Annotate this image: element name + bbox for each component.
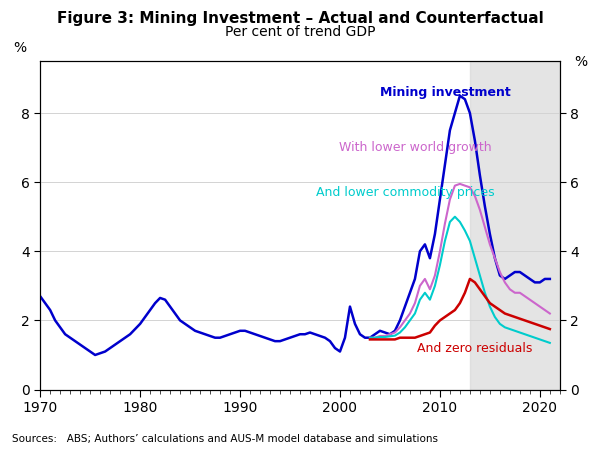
Text: Per cent of trend GDP: Per cent of trend GDP [225,25,375,39]
Text: Mining investment: Mining investment [380,86,510,99]
Text: And zero residuals: And zero residuals [417,342,533,355]
Text: Sources:   ABS; Authors’ calculations and AUS-M model database and simulations: Sources: ABS; Authors’ calculations and … [12,434,438,444]
Text: Figure 3: Mining Investment – Actual and Counterfactual: Figure 3: Mining Investment – Actual and… [56,11,544,26]
Text: With lower world growth: With lower world growth [338,141,491,154]
Text: And lower commodity prices: And lower commodity prices [316,186,494,199]
Y-axis label: %: % [574,55,587,68]
Bar [470,61,560,390]
Y-axis label: %: % [13,41,26,55]
